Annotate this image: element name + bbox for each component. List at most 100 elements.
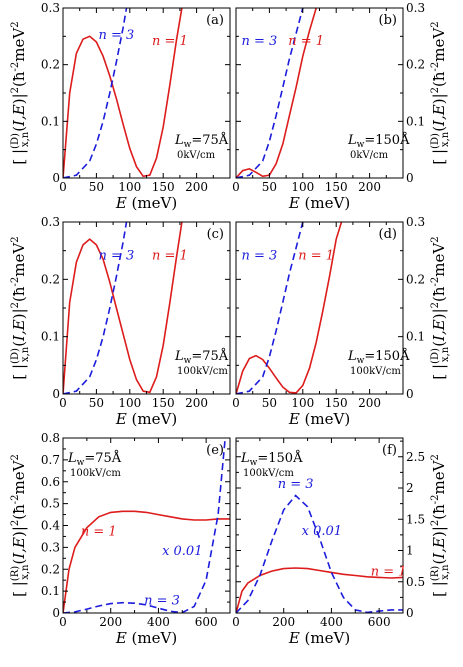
x-tick-label: 50 (262, 396, 277, 410)
x-axis-title: E (meV) (288, 194, 350, 212)
x-tick-label: 400 (147, 615, 170, 629)
field-label: 100kV/cm (243, 468, 294, 479)
y-tick-label: 0.1 (406, 114, 425, 128)
panel-d: 0 50 100 150 200 0 0.1 0.2 0.3 E (meV) [ |(D)x,n(I… (232, 215, 451, 428)
y-tick-label: 0.1 (406, 330, 425, 344)
x-tick-label: 0 (232, 396, 240, 410)
well-width-label: Lw=75Å (174, 132, 229, 150)
series-line-n1 (236, 222, 343, 394)
y-tick-label: 0.4 (41, 519, 60, 533)
panel-label: (d) (379, 227, 397, 242)
x-axis-title: E (meV) (115, 194, 177, 212)
x-tick-label: 0 (232, 180, 240, 194)
y-tick-label: 0.3 (406, 1, 425, 15)
curve-annotation: n = 3 (241, 34, 277, 49)
y-axis-title: [ |(D)x,n(I,E)|2(ħ-2meV2 (10, 236, 31, 379)
y-tick-label: 0 (52, 387, 60, 401)
curve-annotation: n = 3 (144, 593, 180, 608)
y-tick-label: 0.3 (41, 1, 60, 15)
y-tick-label: 0 (406, 171, 414, 185)
series-line-n3 (63, 222, 128, 394)
x-tick-label: 150 (325, 396, 348, 410)
series-line-n1 (63, 510, 230, 613)
panel-label: (c) (207, 227, 224, 242)
x-tick-label: 200 (185, 180, 208, 194)
panel-label: (a) (206, 13, 224, 28)
curve-annotation: n = 1 (152, 248, 188, 263)
panel-e: 0 200 400 600 0 0.1 0.2 0.3 0.4 0.5 0.6 0.7 0.8 E (me… (10, 431, 231, 647)
x-tick-label: 200 (358, 396, 381, 410)
x-tick-label: 50 (89, 180, 104, 194)
curve-annotation: n = 1 (81, 524, 117, 539)
panel-label: (b) (379, 13, 397, 28)
curve-annotation: n = 1 (298, 248, 334, 263)
y-tick-label: 0.1 (41, 330, 60, 344)
y-tick-label: 0 (406, 387, 414, 401)
curve-annotation: n = 3 (278, 477, 314, 492)
y-axis-title: [ |(D)x,n(I,E)|2(ħ-2meV2 (10, 21, 31, 164)
y-tick-label: 0.2 (41, 58, 60, 72)
x-tick-label: 150 (152, 180, 175, 194)
y-tick-label: 1.5 (406, 512, 425, 526)
y-axis-title: [ |(D)x,n(I,E)|2(ħ-2meV2 (430, 21, 451, 164)
y-tick-label: 0 (406, 606, 414, 620)
y-tick-label: 0 (52, 171, 60, 185)
panel-f: 0 200 400 600 0 0.5 1 1.5 2 2.5 E (meV) [ |(R)x,n(I… (232, 437, 451, 647)
curve-annotation: n = 1 (371, 565, 407, 580)
x-tick-label: 0 (232, 615, 240, 629)
x-tick-label: 50 (262, 180, 277, 194)
panel-b: 0 50 100 150 200 0 0.1 0.2 0.3 E (meV) [ |(D)x,n(I… (232, 1, 451, 212)
y-tick-label: 0.2 (406, 272, 425, 286)
y-axis-title: [ |(R)x,n(I,E)|2(ħ-2meV2 (10, 454, 31, 597)
x-axis-title: E (meV) (288, 410, 350, 428)
well-width-label: Lw=75Å (174, 348, 229, 366)
x-tick-label: 600 (195, 615, 218, 629)
curve-annotation: n = 3 (241, 248, 277, 263)
x-axis-title: E (meV) (115, 629, 177, 647)
well-width-label: Lw=150Å (347, 132, 410, 150)
x-tick-label: 150 (152, 396, 175, 410)
well-width-label: Lw=75Å (67, 450, 122, 468)
curve-annotation: n = 1 (152, 34, 188, 49)
series-line-n3 (236, 8, 304, 178)
x-tick-label: 0 (59, 180, 67, 194)
y-tick-label: 0.3 (406, 215, 425, 229)
x-tick-label: 100 (118, 396, 141, 410)
curve-annotation: x 0.01 (162, 544, 202, 559)
series-line-n1 (236, 8, 317, 178)
y-axis-title: [ |(D)x,n(I,E)|2(ħ-2meV2 (430, 236, 451, 379)
y-tick-label: 0 (52, 606, 60, 620)
y-tick-label: 0.2 (41, 272, 60, 286)
plot-frame (235, 437, 404, 614)
x-tick-label: 400 (320, 615, 343, 629)
x-tick-label: 0 (59, 396, 67, 410)
x-axis-title: E (meV) (288, 629, 350, 647)
panel-a: 0 50 100 150 200 0 0.1 0.2 0.3 E (meV) [ |(D)x,n(I… (10, 1, 231, 212)
y-axis-title: [ |(R)x,n(I,E)|2(ħ-2meV2 (430, 454, 451, 597)
y-tick-label: 0.2 (41, 562, 60, 576)
y-tick-label: 0.1 (41, 114, 60, 128)
x-tick-label: 50 (89, 396, 104, 410)
x-tick-label: 600 (368, 615, 391, 629)
y-tick-label: 0.3 (41, 540, 60, 554)
x-tick-label: 200 (99, 615, 122, 629)
field-label: 100kV/cm (70, 468, 121, 479)
panel-label: (e) (206, 443, 224, 458)
x-tick-label: 200 (358, 180, 381, 194)
series-line-n1 (63, 8, 183, 178)
well-width-label: Lw=150Å (347, 348, 410, 366)
x-tick-label: 200 (185, 396, 208, 410)
x-tick-label: 100 (291, 180, 314, 194)
y-tick-label: 0.3 (41, 215, 60, 229)
x-tick-label: 150 (325, 180, 348, 194)
y-tick-label: 2 (406, 481, 414, 495)
x-tick-label: 0 (59, 615, 67, 629)
well-width-label: Lw=150Å (240, 450, 303, 468)
x-tick-label: 100 (291, 396, 314, 410)
y-tick-label: 0.6 (41, 475, 60, 489)
field-label: 0kV/cm (177, 150, 216, 161)
curve-annotation: n = 1 (288, 34, 324, 49)
series-line-n1 (63, 222, 183, 394)
series-line-n3 (236, 222, 304, 394)
